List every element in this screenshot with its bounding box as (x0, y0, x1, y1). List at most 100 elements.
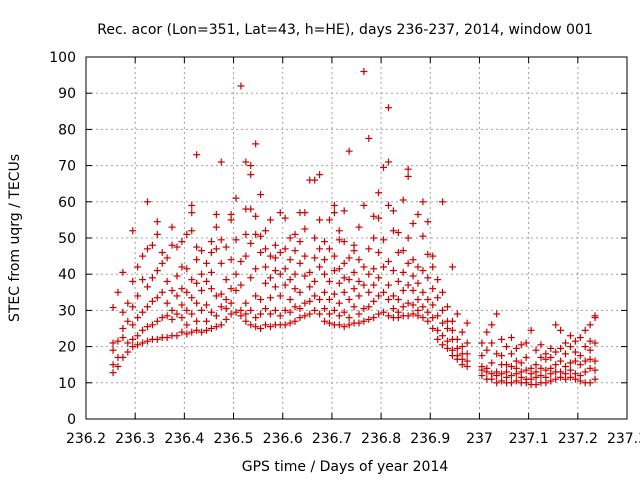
data-point (360, 67, 368, 75)
data-point (217, 236, 225, 244)
data-point (129, 227, 137, 235)
data-point (586, 379, 594, 387)
data-point (325, 277, 333, 285)
data-point (384, 281, 392, 289)
data-point (434, 326, 442, 334)
data-point (119, 353, 127, 361)
data-point (153, 230, 161, 238)
data-point (571, 348, 579, 356)
data-point (188, 276, 196, 284)
data-point (409, 286, 417, 294)
data-point (163, 334, 171, 342)
data-point (360, 281, 368, 289)
data-point (325, 319, 333, 327)
data-point (257, 191, 265, 199)
data-point (340, 259, 348, 267)
data-point (370, 314, 378, 322)
data-point (375, 292, 383, 300)
data-point (212, 210, 220, 218)
data-point (360, 263, 368, 271)
data-points (109, 67, 599, 389)
data-point (330, 290, 338, 298)
data-point (350, 303, 358, 311)
data-point (163, 299, 171, 307)
data-point (483, 328, 491, 336)
data-point (217, 321, 225, 329)
data-point (512, 377, 520, 385)
data-point (325, 296, 333, 304)
data-point (483, 346, 491, 354)
data-point (168, 306, 176, 314)
data-point (453, 335, 461, 343)
data-point (153, 294, 161, 302)
data-point (237, 82, 245, 90)
data-point (252, 265, 260, 273)
data-point (202, 326, 210, 334)
data-point (493, 350, 501, 358)
data-point (247, 274, 255, 282)
y-axis-label: STEC from uqrg / TECUs (7, 154, 23, 322)
data-point (306, 268, 314, 276)
data-point (178, 314, 186, 322)
data-point (242, 252, 250, 260)
data-point (227, 256, 235, 264)
data-point (355, 223, 363, 231)
data-point (537, 353, 545, 361)
data-point (207, 308, 215, 316)
data-point (129, 303, 137, 311)
data-point (188, 209, 196, 217)
data-point (503, 361, 511, 369)
data-point (429, 263, 437, 271)
data-point (340, 207, 348, 215)
data-point (365, 315, 373, 323)
data-point (562, 370, 570, 378)
data-point (158, 288, 166, 296)
data-point (129, 321, 137, 329)
data-point (527, 326, 535, 334)
data-point (252, 230, 260, 238)
data-point (537, 341, 545, 349)
data-point (143, 303, 151, 311)
data-point (429, 285, 437, 293)
data-point (321, 270, 329, 278)
data-point (566, 332, 574, 340)
data-point (227, 285, 235, 293)
data-point (404, 312, 412, 320)
data-point (321, 256, 329, 264)
data-point (183, 265, 191, 273)
data-point (443, 344, 451, 352)
data-point (414, 263, 422, 271)
data-point (532, 346, 540, 354)
data-point (576, 334, 584, 342)
data-point (173, 310, 181, 318)
data-point (340, 308, 348, 316)
data-point (409, 301, 417, 309)
data-point (380, 308, 388, 316)
data-point (198, 247, 206, 255)
data-point (212, 223, 220, 231)
data-point (375, 214, 383, 222)
x-tick-label: 237.2 (558, 431, 598, 447)
data-point (439, 319, 447, 327)
data-point (291, 317, 299, 325)
data-point (212, 245, 220, 253)
data-point (139, 252, 147, 260)
data-point (153, 218, 161, 226)
data-point (399, 303, 407, 311)
data-point (178, 301, 186, 309)
data-point (321, 238, 329, 246)
y-tick-label: 80 (58, 122, 76, 138)
data-point (429, 301, 437, 309)
data-point (419, 303, 427, 311)
data-point (458, 343, 466, 351)
data-point (507, 379, 515, 387)
data-point (448, 263, 456, 271)
data-point (129, 277, 137, 285)
data-point (124, 339, 132, 347)
x-tick-label: 236.7 (312, 431, 352, 447)
data-point (158, 259, 166, 267)
data-point (557, 344, 565, 352)
y-tick-label: 60 (58, 195, 76, 211)
data-point (493, 368, 501, 376)
data-point (453, 344, 461, 352)
